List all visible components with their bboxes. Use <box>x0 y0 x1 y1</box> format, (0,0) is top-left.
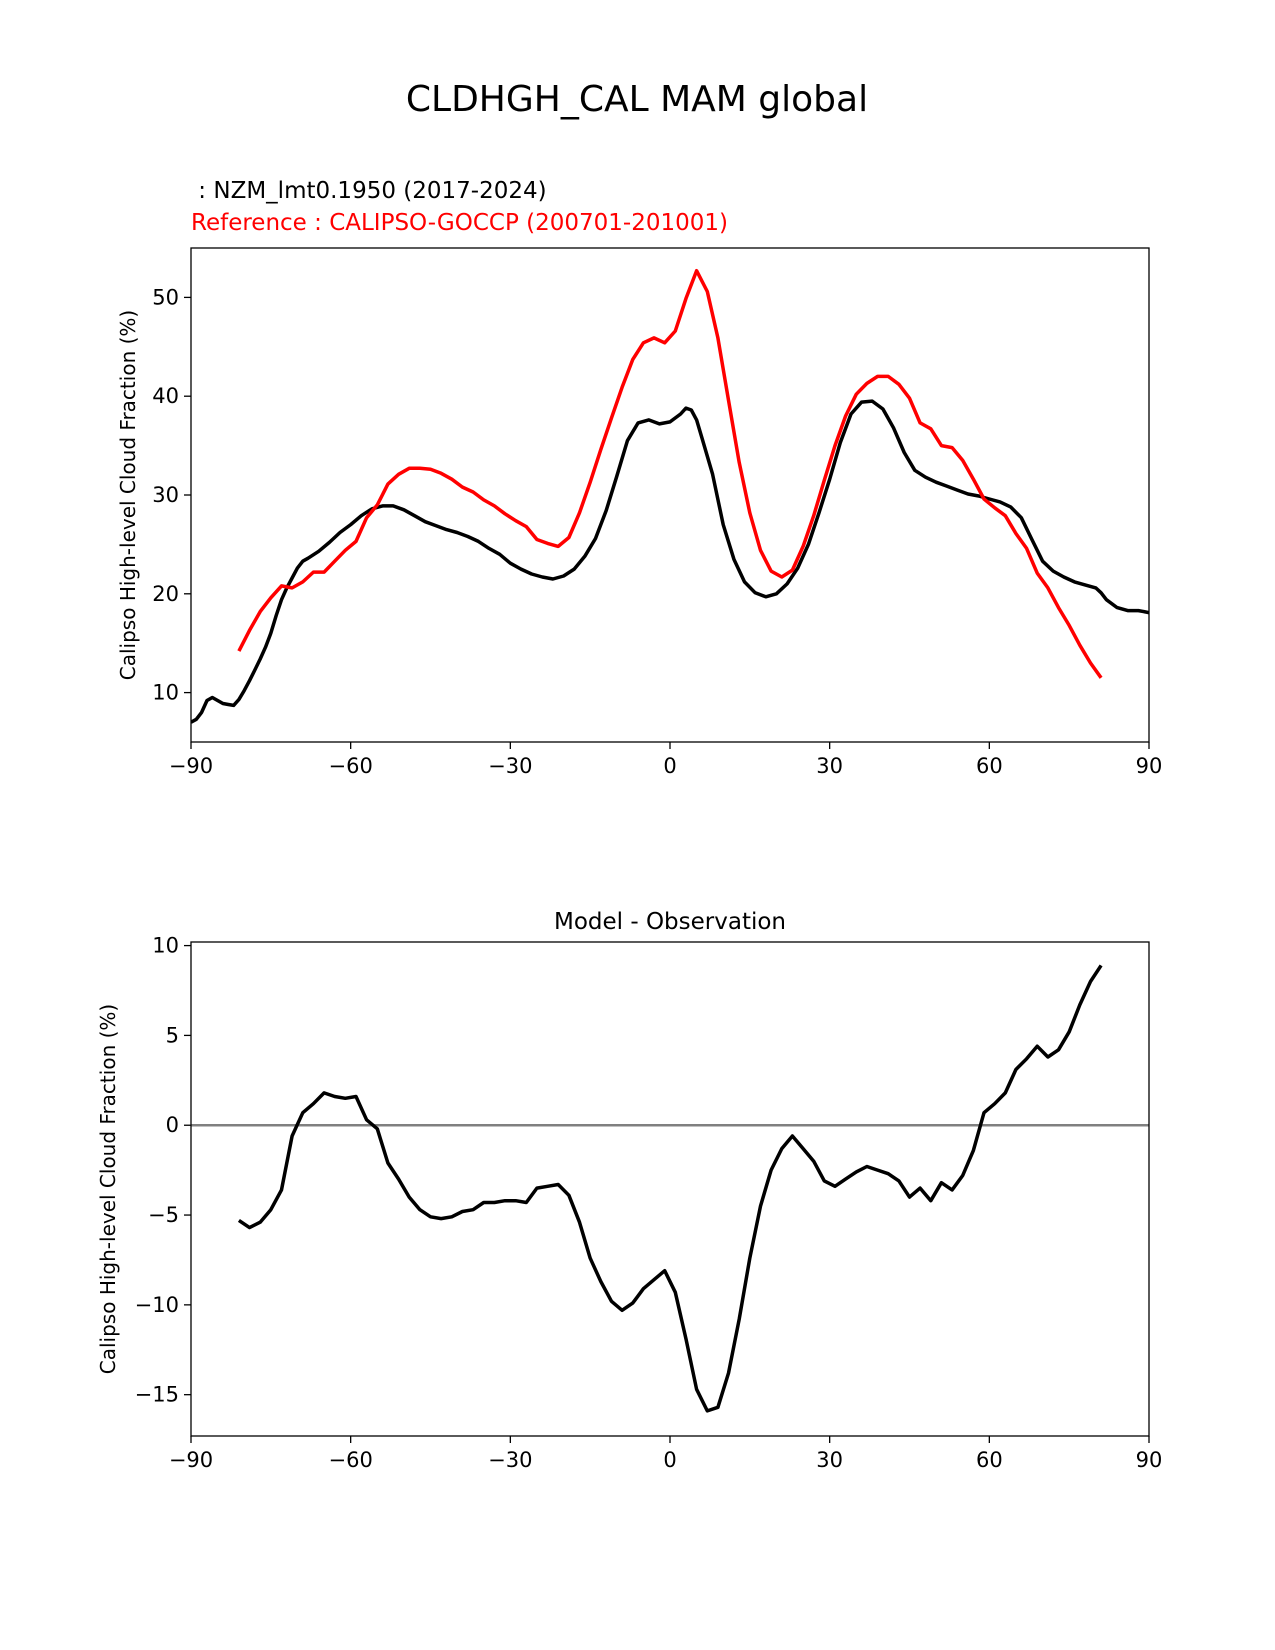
y-axis-label: Calipso High-level Cloud Fraction (%) <box>96 1004 120 1374</box>
y-tick-label: 20 <box>152 582 179 606</box>
x-tick-label: 90 <box>1136 1448 1163 1472</box>
x-tick-label: −30 <box>488 754 532 778</box>
y-tick-label: −10 <box>135 1293 179 1317</box>
series-line-reference <box>237 268 1103 679</box>
reference-legend-label: Reference : CALIPSO-GOCCP (200701-201001… <box>191 210 728 236</box>
x-tick-label: 0 <box>663 754 676 778</box>
y-tick-label: 10 <box>152 934 179 958</box>
axes-frame <box>190 941 1150 1437</box>
x-tick-label: −30 <box>488 1448 532 1472</box>
series-line-difference <box>237 964 1103 1413</box>
y-tick-label: 30 <box>152 483 179 507</box>
x-tick-label: 90 <box>1136 754 1163 778</box>
climatology-line-chart: −90 −60 −30 0 30 60 90 10 20 30 40 50 Calipso High-l… <box>116 247 1163 778</box>
x-tick-label: 60 <box>976 1448 1003 1472</box>
y-axis-label: Calipso High-level Cloud Fraction (%) <box>116 310 140 680</box>
x-tick-label: −60 <box>329 754 373 778</box>
y-tick-label: −15 <box>135 1383 179 1407</box>
x-tick-label: 30 <box>816 1448 843 1472</box>
y-tick-label: 50 <box>152 285 179 309</box>
model-legend-label: : NZM_lmt0.1950 (2017-2024) <box>191 178 547 204</box>
x-tick-label: −60 <box>329 1448 373 1472</box>
chart-title: Model - Observation <box>554 909 786 935</box>
x-tick-label: −90 <box>169 1448 213 1472</box>
figure-title: CLDHGH_CAL MAM global <box>406 79 868 120</box>
x-tick-label: 30 <box>816 754 843 778</box>
y-tick-label: 5 <box>166 1023 179 1047</box>
x-tick-label: −90 <box>169 754 213 778</box>
y-tick-label: 40 <box>152 384 179 408</box>
y-tick-label: −5 <box>148 1203 179 1227</box>
x-tick-label: 60 <box>976 754 1003 778</box>
axes-frame <box>190 247 1150 743</box>
y-tick-label: 0 <box>166 1113 179 1137</box>
difference-line-chart: −90 −60 −30 0 30 60 90 −15 −10 −5 0 5 10 Calipso High… <box>96 909 1162 1472</box>
y-tick-label: 10 <box>152 681 179 705</box>
series-line-model <box>191 399 1149 724</box>
x-tick-label: 0 <box>663 1448 676 1472</box>
